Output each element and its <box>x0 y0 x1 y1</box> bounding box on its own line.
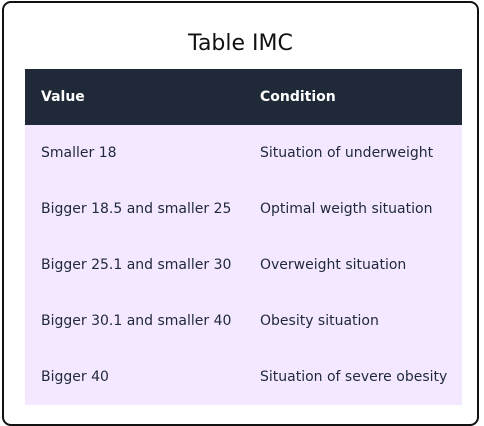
table-row: Bigger 30.1 and smaller 40 Obesity situa… <box>25 293 462 349</box>
cell-condition: Optimal weigth situation <box>244 181 462 237</box>
cell-condition: Situation of severe obesity <box>244 349 462 405</box>
table-body: Smaller 18 Situation of underweight Bigg… <box>25 125 462 405</box>
cell-condition: Situation of underweight <box>244 125 462 181</box>
table-row: Bigger 40 Situation of severe obesity <box>25 349 462 405</box>
cell-condition: Overweight situation <box>244 237 462 293</box>
cell-value: Bigger 40 <box>25 349 244 405</box>
page-title: Table IMC <box>188 31 293 56</box>
cell-condition: Obesity situation <box>244 293 462 349</box>
cell-value: Bigger 25.1 and smaller 30 <box>25 237 244 293</box>
table-row: Bigger 18.5 and smaller 25 Optimal weigt… <box>25 181 462 237</box>
table-header-row: Value Condition <box>25 69 462 125</box>
imc-table: Value Condition Smaller 18 Situation of … <box>25 69 462 405</box>
cell-value: Bigger 18.5 and smaller 25 <box>25 181 244 237</box>
cell-value: Bigger 30.1 and smaller 40 <box>25 293 244 349</box>
table-row: Bigger 25.1 and smaller 30 Overweight si… <box>25 237 462 293</box>
table-row: Smaller 18 Situation of underweight <box>25 125 462 181</box>
table-header: Value Condition <box>25 69 462 125</box>
cell-value: Smaller 18 <box>25 125 244 181</box>
column-header-value: Value <box>25 69 244 125</box>
column-header-condition: Condition <box>244 69 462 125</box>
